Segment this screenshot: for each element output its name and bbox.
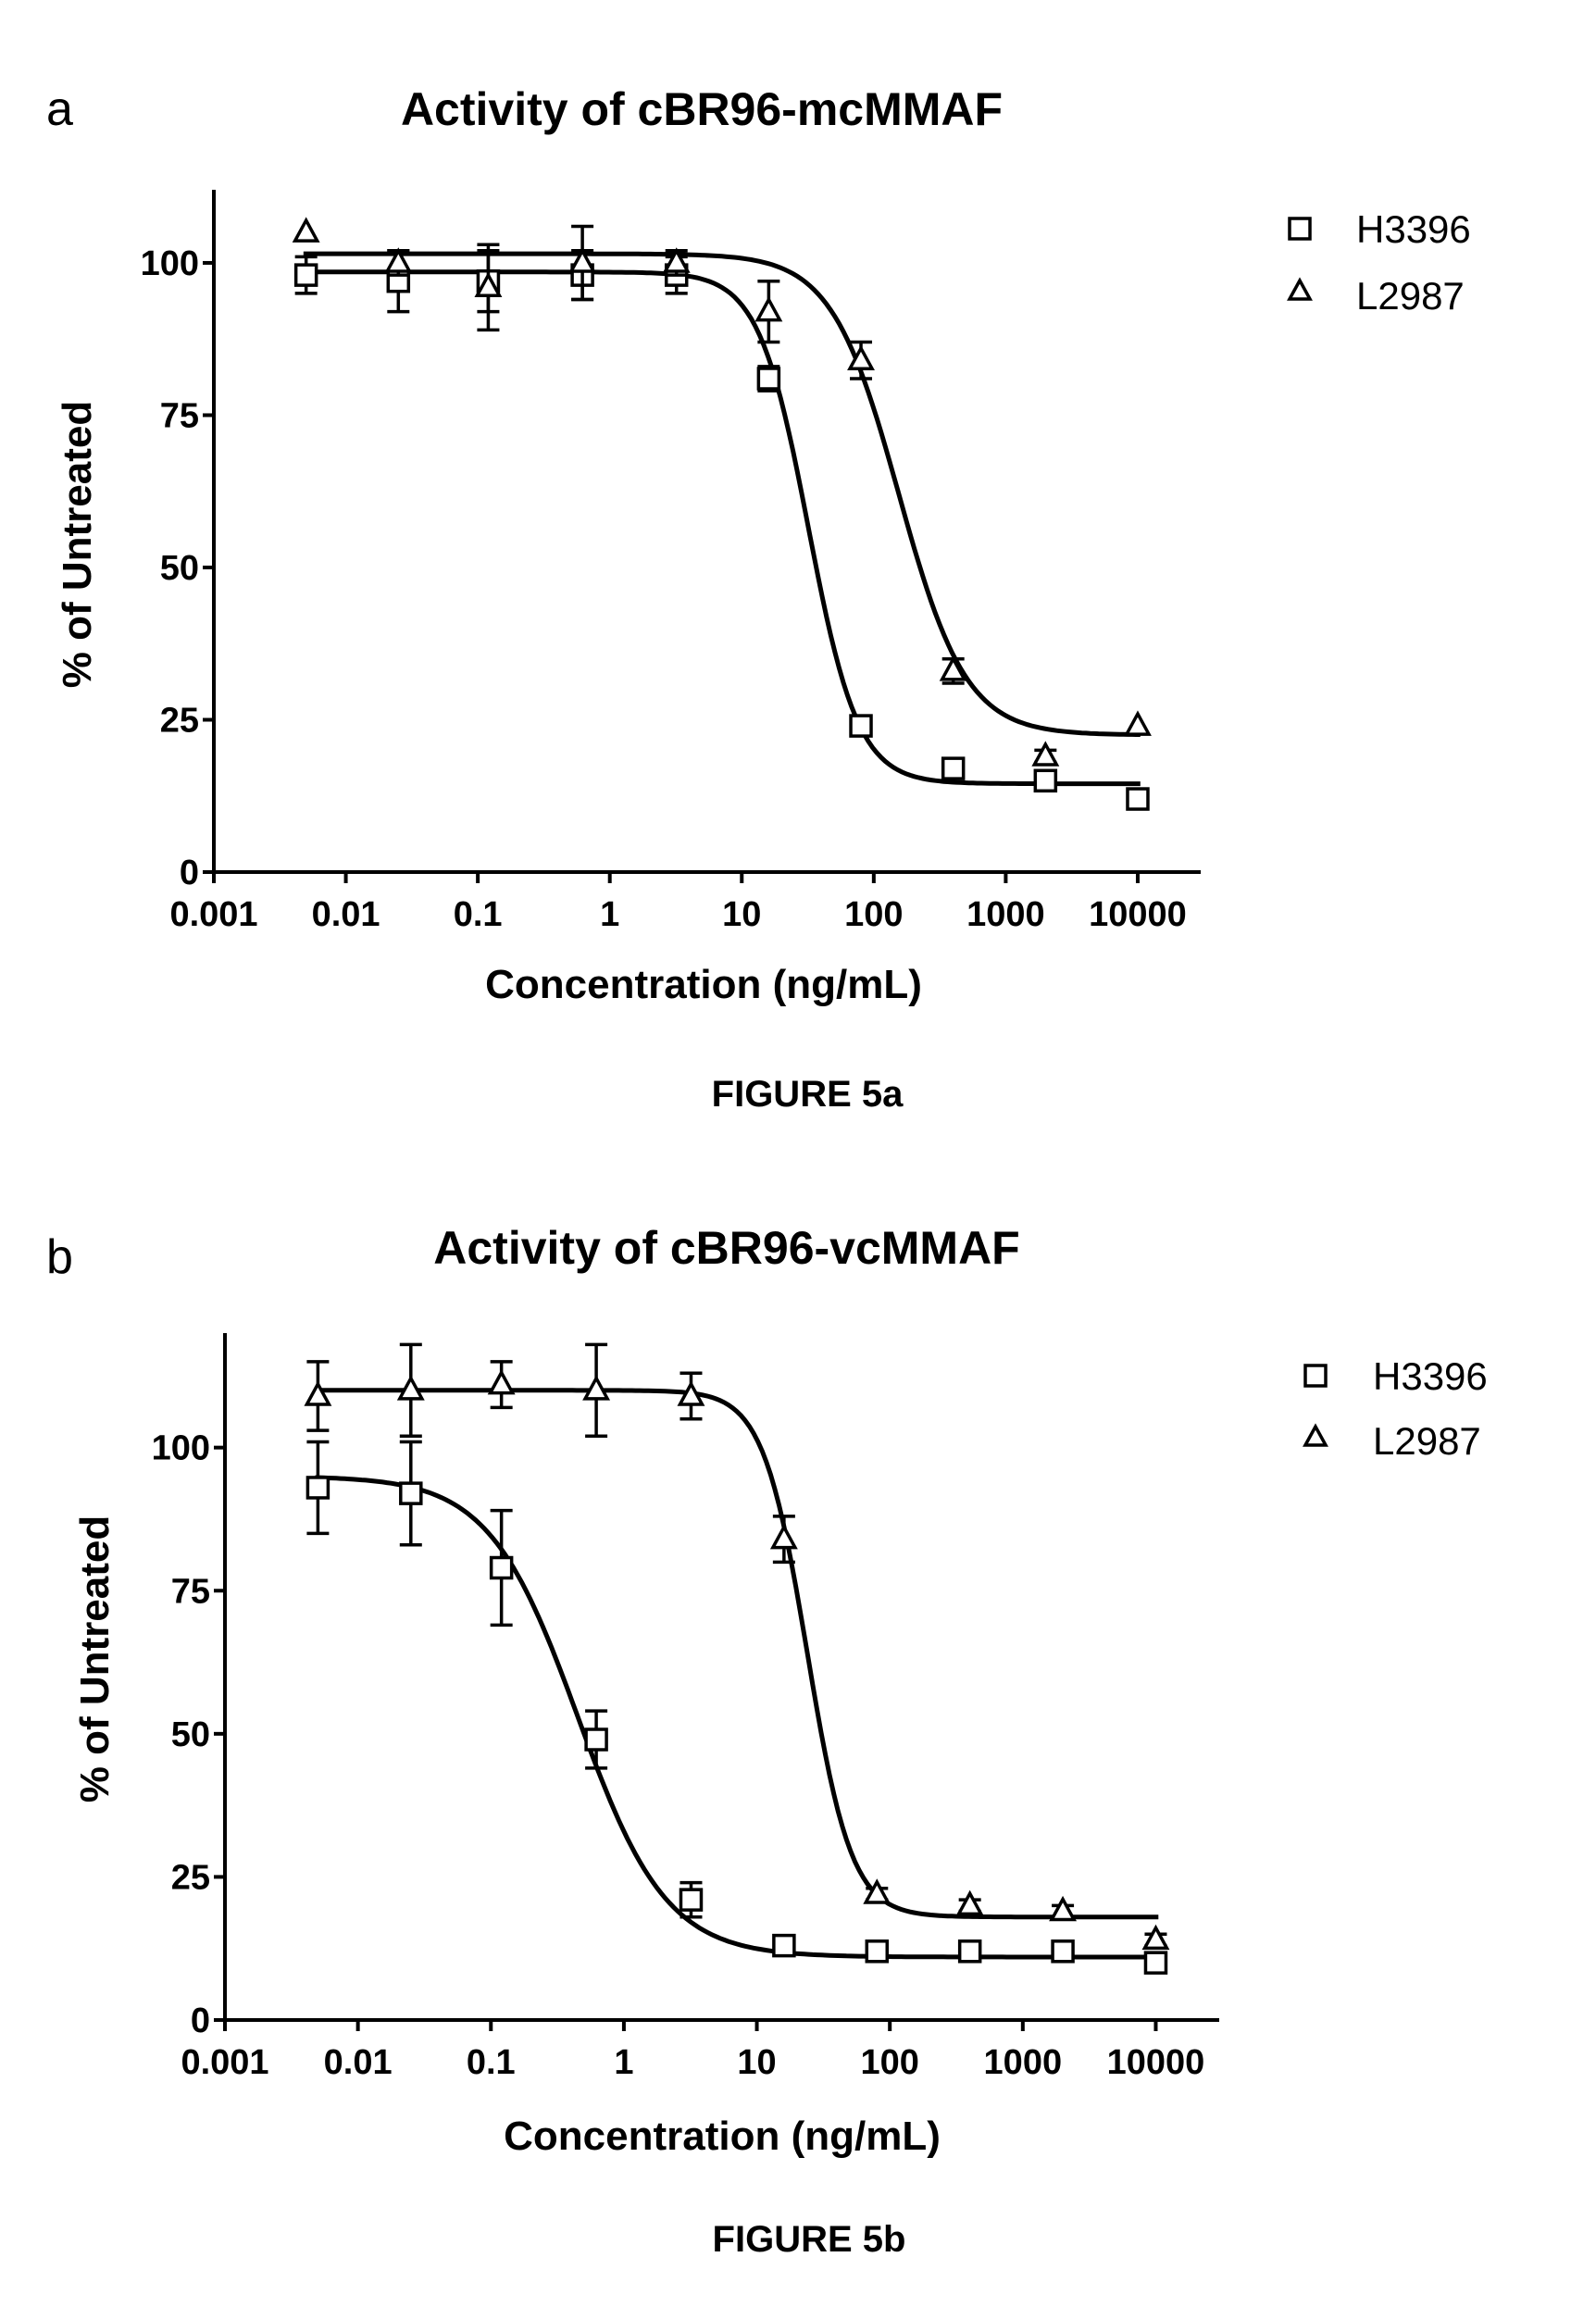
- panel-a-h3396-point: [1033, 768, 1058, 793]
- panel-b-legend-l2987: L2987: [1373, 1419, 1481, 1463]
- panel-b-l2987-point: [955, 1889, 984, 1916]
- panel-b-x-tick-label: 100: [860, 2043, 918, 2082]
- panel-a-l2987-point: [1031, 741, 1060, 767]
- panel-b-x-axis-label: Concentration (ng/mL): [504, 2114, 941, 2159]
- panel-b-l2987-point: [487, 1368, 516, 1395]
- panel-a-axes: [203, 190, 1201, 883]
- panel-a-h3396-point: [756, 367, 781, 391]
- panel-a-x-tick-label: 0.001: [169, 895, 257, 934]
- panel-a-legend-triangle-marker: [1287, 277, 1313, 301]
- panel-a-caption: FIGURE 5a: [712, 1074, 904, 1115]
- panel-a-y-tick-label: 0: [180, 854, 199, 892]
- panel-a-y-tick-label: 50: [160, 549, 199, 588]
- panel-b-x-tick-label: 10: [737, 2043, 776, 2082]
- panel-b: b Activity of cBR96-vcMMAF % of Untreate…: [46, 1222, 1488, 2260]
- panel-b-y-tick-label: 25: [171, 1858, 210, 1897]
- panel-b-y-tick-label: 0: [191, 2001, 210, 2040]
- panel-b-y-tick-label: 75: [171, 1572, 210, 1611]
- panel-a-h3396-point: [849, 714, 873, 738]
- panel-b-x-tick-label: 0.01: [324, 2043, 393, 2082]
- panel-a-x-tick-label: 1000: [966, 895, 1045, 934]
- panel-a-h3396-fit-curve: [303, 269, 1141, 787]
- panel-a-x-tick-label: 0.01: [312, 895, 380, 934]
- panel-a-legend-l2987: L2987: [1356, 274, 1465, 318]
- panel-b-h3396-point: [772, 1933, 796, 1958]
- panel-a-y-tick-label: 100: [141, 244, 199, 283]
- panel-b-l2987-point: [304, 1380, 332, 1406]
- panel-b-x-tick-label: 1: [614, 2043, 633, 2082]
- panel-a-letter: a: [46, 82, 73, 136]
- panel-b-l2987-point: [582, 1375, 611, 1401]
- panel-b-axes: [214, 1333, 1219, 2031]
- panel-b-legend-h3396: H3396: [1373, 1354, 1488, 1398]
- panel-b-legend: H3396 L2987: [1303, 1354, 1488, 1463]
- panel-b-h3396-fit-curve: [315, 1475, 1159, 1960]
- panel-b-l2987-fit-curve: [315, 1388, 1159, 1920]
- panel-a-l2987-fit-curve: [303, 251, 1141, 737]
- panel-b-h3396-point: [584, 1727, 608, 1752]
- panel-b-y-tick-label: 50: [171, 1715, 210, 1754]
- panel-b-l2987-point: [769, 1523, 798, 1550]
- panel-b-l2987-point: [1141, 1924, 1170, 1951]
- panel-b-l2987-point: [863, 1878, 892, 1904]
- panel-a-x-tick-label: 10000: [1089, 895, 1187, 934]
- panel-a-legend-h3396: H3396: [1356, 207, 1471, 251]
- panel-b-l2987-point: [677, 1380, 705, 1406]
- panel-a-l2987-point: [568, 247, 597, 273]
- panel-b-legend-triangle-marker: [1303, 1423, 1328, 1447]
- panel-b-title: Activity of cBR96-vcMMAF: [433, 1222, 1019, 1274]
- panel-b-y-axis-label: % of Untreated: [72, 1515, 118, 1802]
- panel-a-legend: H3396 L2987: [1287, 207, 1471, 318]
- panel-b-l2987-point: [1049, 1895, 1078, 1922]
- panel-b-y-tick-label: 100: [152, 1429, 210, 1468]
- panel-a-h3396-point: [941, 756, 966, 780]
- panel-b-h3396-point: [1143, 1951, 1168, 1975]
- panel-b-x-tick-label: 0.001: [181, 2043, 268, 2082]
- panel-b-caption: FIGURE 5b: [713, 2219, 906, 2260]
- panel-b-x-tick-label: 1000: [984, 2043, 1063, 2082]
- panel-a-l2987-point: [662, 247, 691, 273]
- panel-b-h3396-point: [305, 1476, 330, 1500]
- panel-b-h3396-point: [399, 1481, 423, 1505]
- panel-a-x-tick-label: 0.1: [454, 895, 503, 934]
- panel-a-l2987-point: [474, 271, 503, 298]
- panel-a-x-tick-label: 10: [722, 895, 761, 934]
- panel-b-letter: b: [46, 1230, 73, 1284]
- panel-a-y-axis-label: % of Untreated: [55, 401, 100, 688]
- panel-b-h3396-point: [865, 1939, 890, 1964]
- panel-b-x-tick-label: 10000: [1107, 2043, 1205, 2082]
- panel-a-l2987-point: [292, 217, 320, 243]
- panel-a-title: Activity of cBR96-mcMMAF: [401, 83, 1003, 135]
- panel-b-h3396-point: [489, 1555, 514, 1580]
- panel-a-x-axis-label: Concentration (ng/mL): [485, 962, 922, 1007]
- panel-b-x-tick-label: 0.1: [467, 2043, 516, 2082]
- panel-a-y-tick-label: 25: [160, 701, 199, 740]
- panel-b-h3396-point: [957, 1939, 982, 1964]
- panel-a-h3396-point: [1126, 787, 1150, 811]
- panel-a-l2987-point: [847, 344, 875, 370]
- panel-a-l2987-point: [1124, 710, 1152, 736]
- panel-a-h3396-point: [293, 263, 318, 287]
- panel-a-x-tick-label: 1: [600, 895, 619, 934]
- panel-b-l2987-point: [396, 1375, 425, 1401]
- panel-a: a Activity of cBR96-mcMMAF % of Untreate…: [46, 82, 1471, 1115]
- panel-a-l2987-point: [939, 655, 967, 681]
- panel-a-x-tick-label: 100: [844, 895, 903, 934]
- panel-a-l2987-point: [754, 295, 783, 322]
- panel-a-l2987-point: [384, 247, 413, 273]
- panel-a-legend-square-marker: [1288, 217, 1312, 241]
- panel-a-y-tick-label: 75: [160, 396, 199, 435]
- panel-b-legend-square-marker: [1303, 1364, 1328, 1388]
- panel-b-h3396-point: [679, 1888, 704, 1912]
- panel-b-h3396-point: [1051, 1939, 1075, 1964]
